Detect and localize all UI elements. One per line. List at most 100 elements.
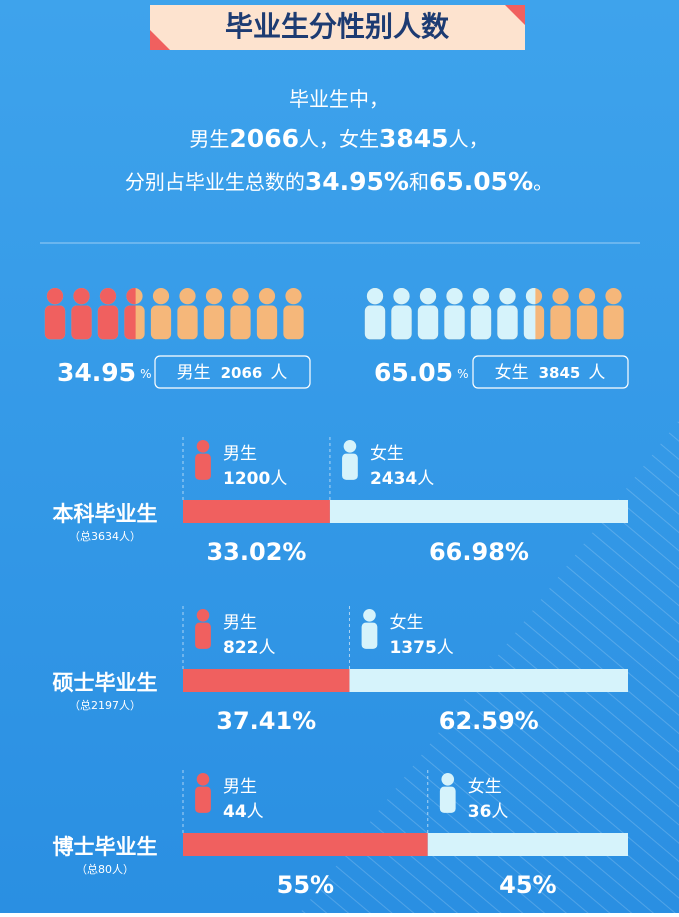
icon-head	[196, 773, 210, 786]
group-total: （总2197人）	[69, 698, 141, 712]
icon-body	[417, 305, 439, 340]
count-label: 男生	[177, 363, 211, 383]
icon-head	[393, 288, 410, 305]
gender-percent: 33.02%	[206, 538, 306, 566]
count-unit: 人	[437, 638, 454, 658]
count-box	[472, 355, 629, 389]
person-icon	[230, 288, 251, 340]
group-total: （总3634人）	[69, 529, 141, 543]
icon-body	[444, 305, 465, 340]
icon-head	[196, 440, 210, 453]
icon-body	[195, 786, 211, 813]
gender-percent: 66.98%	[429, 538, 529, 566]
count-box	[154, 355, 311, 389]
icon-body	[97, 305, 119, 340]
gender-percent: 37.41%	[216, 707, 316, 735]
person-icon	[439, 773, 456, 813]
person-icon	[361, 609, 378, 649]
person-icon	[203, 288, 225, 340]
gender-count: 44人	[223, 802, 264, 822]
summary-line: 男生2066人，女生3845人，	[189, 124, 488, 153]
summary-text: 3845	[379, 124, 449, 153]
person-icon	[195, 773, 211, 813]
count-value: 1375	[389, 638, 436, 658]
person-icon	[283, 288, 304, 340]
male-bar	[183, 833, 428, 856]
count-value: 1200	[223, 469, 270, 489]
icon-body	[364, 305, 386, 340]
count-unit: 人	[270, 469, 287, 489]
female-bar	[329, 500, 628, 523]
icon-head	[552, 288, 569, 305]
summary-text: 34.95%	[305, 167, 409, 196]
count-value: 2434	[370, 469, 417, 489]
icon-head	[205, 288, 223, 305]
icon-head	[232, 288, 249, 305]
icon-head	[99, 288, 117, 305]
icon-head	[285, 288, 302, 305]
person-icon	[97, 288, 119, 340]
icon-body	[497, 305, 518, 340]
summary-text: 人，	[449, 127, 489, 151]
icon-head	[152, 288, 170, 305]
summary-text: 和	[409, 170, 429, 194]
male-bar	[183, 500, 330, 523]
icon-head	[472, 288, 490, 305]
gender-label: 女生	[370, 444, 404, 464]
count-unit: 人	[491, 802, 508, 822]
gender-percent: 45%	[499, 871, 556, 899]
gender-label: 男生	[223, 777, 257, 797]
gender-count: 822人	[223, 638, 276, 658]
percent-icons	[364, 288, 536, 340]
summary-text: 2066	[229, 124, 299, 153]
person-icon	[44, 288, 66, 340]
person-icon	[523, 288, 536, 340]
summary-line: 毕业生中，	[289, 87, 389, 111]
gender-label: 女生	[468, 777, 502, 797]
icon-body	[550, 305, 571, 340]
summary-text: 分别占毕业生总数的	[125, 170, 305, 194]
icon-body	[203, 305, 225, 340]
icon-head	[446, 288, 463, 305]
summary-text: 65.05%	[429, 167, 533, 196]
icon-body	[576, 305, 598, 340]
count-unit: 人	[247, 802, 264, 822]
gender-percent: 55%	[277, 871, 334, 899]
count-unit: 人	[259, 638, 276, 658]
count-unit: 人	[270, 363, 287, 383]
percent-unit: %	[457, 367, 468, 381]
percent-unit: %	[140, 367, 151, 381]
person-icon	[177, 288, 198, 340]
corner	[150, 30, 170, 50]
icon-body	[523, 305, 536, 340]
overview-percent: 34.95%	[57, 358, 151, 387]
count-value: 36	[468, 802, 492, 822]
icon-body	[71, 305, 92, 340]
summary-line: 分别占毕业生总数的34.95%和65.05%。	[125, 167, 553, 196]
icon-body	[124, 305, 136, 340]
icon-body	[439, 786, 456, 813]
icon-body	[361, 622, 378, 649]
icon-head	[605, 288, 622, 305]
icon-head	[363, 609, 376, 622]
person-icon	[195, 609, 211, 649]
icon-body	[603, 305, 624, 340]
icon-body	[150, 305, 172, 340]
title: 毕业生分性别人数	[225, 10, 450, 43]
icon-head	[196, 609, 210, 622]
count-value: 2066	[221, 364, 263, 382]
person-icon	[342, 440, 358, 480]
female-bar	[349, 669, 628, 692]
icon-head	[366, 288, 384, 305]
icon-body	[391, 305, 412, 340]
person-icon	[364, 288, 386, 340]
group-name: 本科毕业生	[53, 502, 158, 526]
overview-percent: 65.05%	[374, 358, 468, 387]
percent-icons	[44, 288, 136, 340]
male-bar	[183, 669, 350, 692]
gender-count: 2434人	[370, 469, 434, 489]
icon-body	[342, 453, 358, 480]
icon-head	[126, 288, 136, 305]
person-icon	[417, 288, 439, 340]
person-icon	[550, 288, 571, 340]
